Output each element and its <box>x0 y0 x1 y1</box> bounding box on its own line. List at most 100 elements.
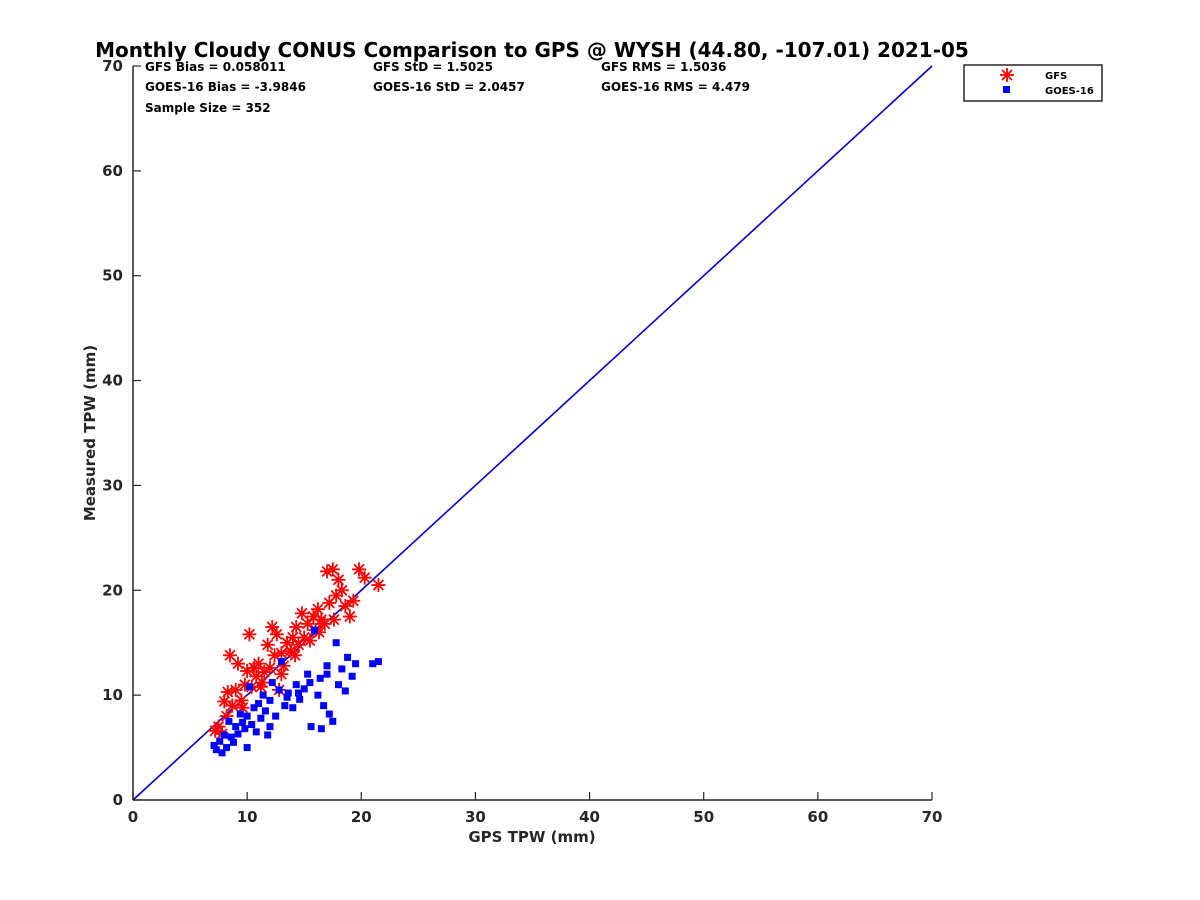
y-tick-label: 20 <box>102 581 123 599</box>
gfs-point <box>267 648 282 663</box>
gfs-point <box>225 698 240 713</box>
goes-16-point <box>334 681 342 689</box>
goes-16-series <box>210 626 382 757</box>
y-tick-label: 10 <box>102 686 123 704</box>
goes-16-point <box>216 737 224 745</box>
gfs-point <box>352 562 367 577</box>
legend-gfs-asterisk <box>1000 68 1014 82</box>
goes-16-point <box>281 702 289 710</box>
y-tick-label: 0 <box>113 791 123 809</box>
goes-16-point <box>252 728 260 736</box>
gfs-point <box>262 660 277 675</box>
legend-goes-16-label: GOES-16 <box>1045 86 1094 97</box>
goes-16-point <box>239 718 247 726</box>
goes-16-point <box>245 683 253 691</box>
goes-16-point <box>300 685 308 693</box>
goes-16-point <box>307 723 315 731</box>
goes-16-point <box>304 670 312 678</box>
gfs-point <box>265 619 280 634</box>
gfs-point <box>269 627 284 642</box>
x-tick-label: 30 <box>465 808 486 826</box>
x-tick-label: 40 <box>579 808 600 826</box>
goes-16-point <box>243 744 251 752</box>
goes-16-point <box>348 672 356 680</box>
legend-gfs-label: GFS <box>1045 71 1067 82</box>
gfs-point <box>251 656 266 671</box>
goes-16-point <box>306 679 314 687</box>
goes-16-point <box>284 689 292 697</box>
axes: 0 10 20 30 40 50 60 70 0 10 20 30 40 50 60 70 <box>102 57 942 826</box>
goes-16-point <box>218 749 226 757</box>
goes-16-point <box>250 704 258 712</box>
goes-16-point <box>310 626 318 634</box>
legend-box <box>963 64 1103 102</box>
goes-16-point <box>369 660 377 668</box>
goes-16-point <box>223 744 231 752</box>
goes-16-point <box>243 712 251 720</box>
stat-gfs-bias: GFS Bias = 0.058011 <box>145 60 286 74</box>
goes-16-point <box>234 730 242 738</box>
goes-16-point <box>325 710 333 718</box>
y-tick-label: 60 <box>102 162 123 180</box>
gfs-point <box>260 637 275 652</box>
goes-16-point <box>257 714 265 722</box>
gfs-point <box>289 619 304 634</box>
gfs-point <box>357 570 372 585</box>
goes-16-point <box>241 725 249 733</box>
y-ticks: 0 10 20 30 40 50 60 70 <box>102 57 141 809</box>
gfs-point <box>326 612 341 627</box>
goes-16-point <box>236 710 244 718</box>
x-axis-label: GPS TPW (mm) <box>468 828 595 846</box>
y-tick-label: 70 <box>102 57 123 75</box>
goes-16-point <box>317 725 325 733</box>
chart-title: Monthly Cloudy CONUS Comparison to GPS @… <box>95 38 969 62</box>
stat-sample-size: Sample Size = 352 <box>145 101 271 115</box>
goes-16-point <box>248 721 256 729</box>
goes-16-point <box>266 723 274 731</box>
goes-16-point <box>332 639 340 647</box>
legend-goes-16-marker <box>1003 86 1010 93</box>
gfs-point <box>223 648 238 663</box>
goes-16-point <box>264 731 272 739</box>
gfs-point <box>294 606 309 621</box>
y-tick-label: 50 <box>102 267 123 285</box>
gfs-point <box>334 583 349 598</box>
gfs-point <box>371 578 386 593</box>
legend-gfs-marker <box>1000 68 1014 82</box>
goes-16-point <box>220 731 228 739</box>
gfs-series <box>208 562 386 741</box>
goes-16-point <box>283 693 291 701</box>
gfs-point <box>274 646 289 661</box>
goes-16-point <box>295 689 303 697</box>
stat-goes-std: GOES-16 StD = 2.0457 <box>373 80 525 94</box>
goes-16-point <box>210 741 218 749</box>
goes-16-point <box>323 662 331 670</box>
goes-16-point <box>232 723 240 731</box>
x-tick-label: 50 <box>693 808 714 826</box>
x-tick-label: 20 <box>351 808 372 826</box>
goes-16-point <box>352 660 360 668</box>
goes-16-point <box>275 686 283 694</box>
goes-16-point <box>266 696 274 704</box>
stat-goes-rms: GOES-16 RMS = 4.479 <box>601 80 750 94</box>
gfs-point <box>291 637 306 652</box>
goes-16-point <box>292 681 300 689</box>
gfs-point <box>342 609 357 624</box>
x-tick-label: 0 <box>128 808 138 826</box>
goes-16-point <box>320 702 328 710</box>
goes-16-point <box>338 665 346 673</box>
stats-annotations: GFS Bias = 0.058011 GFS StD = 1.5025 GFS… <box>145 60 750 115</box>
goes-16-point <box>341 687 349 695</box>
goes-16-point <box>255 700 263 708</box>
goes-16-point <box>323 670 331 678</box>
y-tick-label: 40 <box>102 372 123 390</box>
goes-16-point <box>212 746 220 754</box>
gfs-point <box>253 679 268 694</box>
stat-gfs-rms: GFS RMS = 1.5036 <box>601 60 726 74</box>
goes-16-point <box>289 704 297 712</box>
goes-16-point <box>229 738 237 746</box>
gfs-point <box>338 599 353 614</box>
stat-gfs-std: GFS StD = 1.5025 <box>373 60 493 74</box>
goes-16-point <box>268 679 276 687</box>
